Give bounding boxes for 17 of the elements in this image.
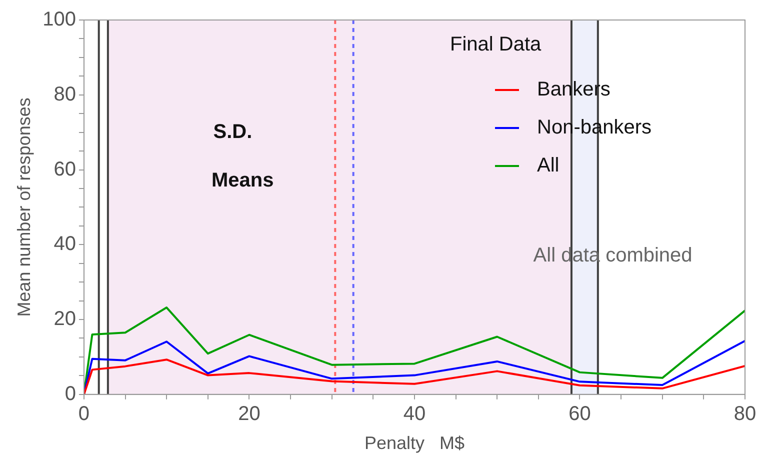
y-tick-label: 0 <box>64 382 76 405</box>
x-tick-label: 20 <box>238 402 260 425</box>
annotation: Means <box>211 170 274 192</box>
y-tick-label: 60 <box>54 158 76 180</box>
x-tick-label: 0 <box>78 402 90 425</box>
legend-title: Final Data <box>450 34 542 56</box>
legend-label: All <box>537 154 560 177</box>
y-axis-title: Mean number of responses <box>14 98 34 317</box>
y-tick-label: 40 <box>54 233 76 256</box>
y-tick-label: 80 <box>54 83 76 106</box>
annotation: S.D. <box>213 120 252 143</box>
x-tick-label: 60 <box>568 402 591 425</box>
y-tick-label: 100 <box>42 8 76 31</box>
x-axis-title: Penalty M$ <box>364 433 465 454</box>
y-tick-label: 20 <box>54 308 76 330</box>
x-tick-label: 40 <box>403 402 426 425</box>
x-tick-label: 80 <box>734 402 756 425</box>
